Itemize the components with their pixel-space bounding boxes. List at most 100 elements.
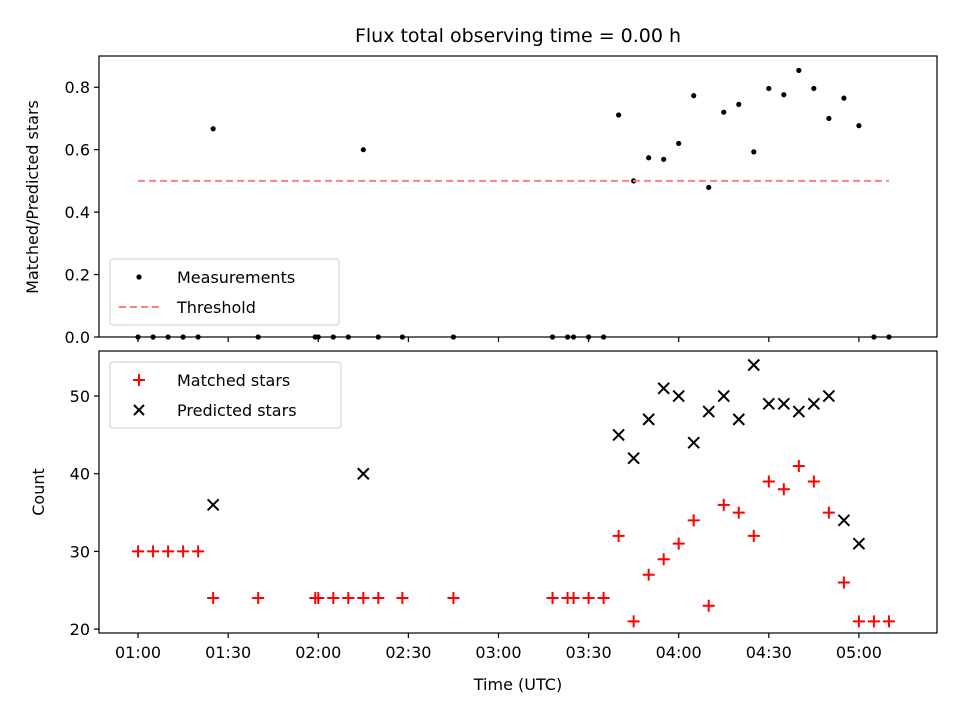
predicted-point [822,389,836,403]
matched-point [252,592,265,605]
predicted-point [206,498,220,512]
matched-point [777,483,790,496]
ratio-legend: Measurements Threshold [109,258,340,326]
count-plot-area [98,350,938,634]
measurement-point [721,109,727,115]
xtick-label: 04:30 [746,643,792,662]
measurement-point [195,334,201,340]
measurement-point [811,85,817,92]
xtick-label: 03:30 [566,643,612,662]
count-xaxis: 01:00 01:30 02:00 02:30 03:00 03:30 04:00 04:30… [115,633,882,662]
matched-point [882,615,895,628]
matched-point [867,615,880,628]
matched-point [612,529,625,542]
matched-point [372,592,385,605]
matched-point [807,475,820,488]
measurement-point [549,334,556,340]
matched-point [642,568,655,581]
matched-point [342,592,355,605]
measurement-point [375,334,381,340]
ratio-marks [135,67,892,340]
measurement-point [691,93,697,99]
count-ylabel: Count [29,468,48,516]
measurement-point [736,101,742,107]
measurement-point [450,334,457,340]
matched-point [147,545,160,558]
ytick-label: 0.8 [65,78,90,97]
ratio-legend-box [109,258,340,326]
ytick-label: 0.0 [65,328,90,347]
matched-point [207,592,220,605]
matched-point [447,592,460,605]
predicted-point [792,405,806,418]
measurement-point [345,334,351,340]
matched-point [687,514,700,527]
predicted-point [777,397,791,411]
measurement-point [766,85,772,92]
matched-point [327,592,340,605]
predicted-point [672,389,685,403]
matched-point [762,475,775,488]
matched-point [657,553,670,566]
measurement-point [796,67,802,73]
ratio-yaxis: 0.0 0.2 0.4 0.6 0.8 [65,78,99,347]
measurement-point [871,334,877,340]
matched-point [357,592,370,605]
xtick-label: 04:00 [656,643,702,662]
ratio-plot-area [98,55,938,338]
legend-measurements-marker [136,274,142,280]
ytick-label: 30 [70,542,90,561]
predicted-point [807,397,821,411]
measurement-point [360,147,366,153]
measurement-point [165,334,171,340]
measurement-point [856,123,862,129]
measurement-point [330,334,336,340]
predicted-point [717,389,730,403]
matched-point [627,615,640,628]
matched-point [177,545,190,558]
measurement-point [570,334,577,340]
count-marks [132,358,895,628]
predicted-point [852,537,866,550]
matched-point [396,592,409,605]
predicted-point [642,413,655,426]
predicted-point [657,382,670,395]
predicted-point [357,467,370,480]
matched-point [162,545,175,558]
matched-point [747,529,760,542]
matched-point [792,459,805,472]
legend-measurements-label: Measurements [177,268,295,287]
matched-point [837,576,850,589]
ratio-panel: Matched/Predicted stars 0.00.20.40.60.8 … [23,55,938,347]
matched-point [132,545,145,558]
chart-title: Flux total observing time = 0.00 h [355,25,681,47]
matched-point [717,498,730,511]
predicted-point [762,397,776,411]
matched-point [852,615,865,628]
measurement-point [315,334,321,340]
measurement-point [706,184,712,191]
ytick-label: 0.4 [65,203,90,222]
xtick-label: 01:00 [115,643,161,662]
legend-matched-label: Matched stars [177,371,290,390]
xtick-label: 05:00 [836,643,882,662]
predicted-point [687,436,700,449]
matched-point [312,592,325,605]
measurement-point [616,112,622,118]
matched-point [546,592,559,605]
measurement-point [180,334,186,340]
count-xlabel: Time (UTC) [473,675,562,694]
matched-point [702,599,715,612]
count-legend: Matched stars Predicted stars [109,361,342,429]
count-yaxis: 20 30 40 50 [70,387,99,639]
measurement-point [601,334,607,340]
ratio-ylabel: Matched/Predicted stars [23,100,42,294]
measurement-point [826,115,832,122]
measurement-point [646,155,652,161]
ytick-label: 40 [70,465,90,484]
ytick-label: 0.6 [65,141,90,160]
measurement-point [564,334,571,340]
count-panel: Count Time (UTC) 20 30 40 50 01:00 01:30 02:0… [29,350,938,694]
